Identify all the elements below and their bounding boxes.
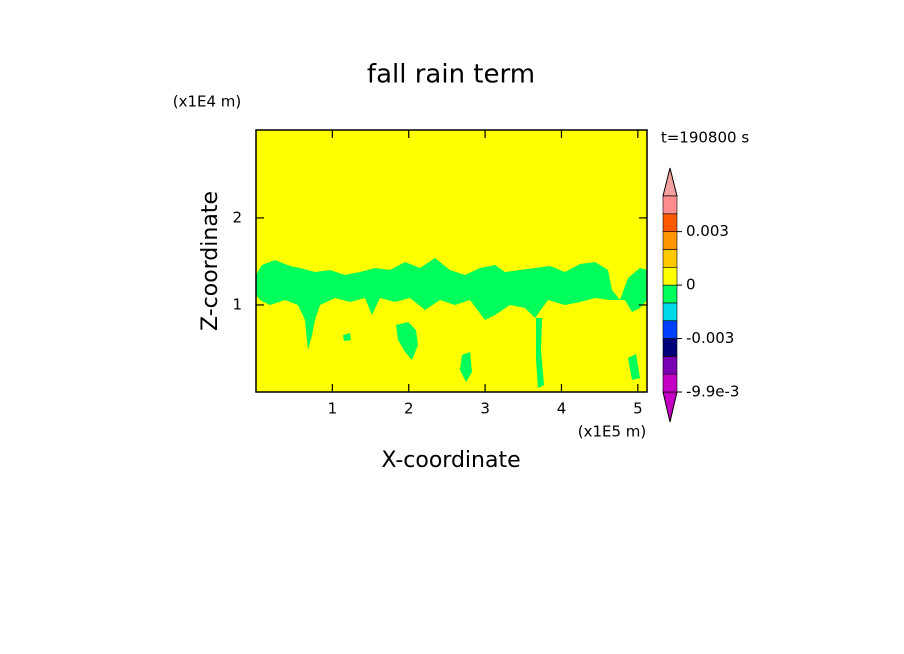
y-tick-label: 1 xyxy=(232,295,242,313)
colorbar-box xyxy=(662,231,678,250)
field-background xyxy=(256,130,647,392)
colorbar-box xyxy=(662,213,678,232)
green-patch xyxy=(460,352,472,382)
y-tick-label: 2 xyxy=(232,208,242,226)
green-patch xyxy=(396,322,418,360)
plot-frame xyxy=(255,129,648,393)
colorbar-label: -0.003 xyxy=(686,329,734,347)
x-tick-label: 1 xyxy=(328,400,338,418)
colorbar-box xyxy=(662,249,678,268)
colorbar-label: 0.003 xyxy=(686,222,729,240)
colorbar-label: -9.9e-3 xyxy=(686,383,739,401)
colorbar-box xyxy=(662,195,678,215)
time-label: t=190800 s xyxy=(661,129,749,147)
field xyxy=(255,129,648,393)
x-axis-label: X-coordinate xyxy=(381,448,520,473)
colorbar-box xyxy=(662,302,678,322)
colorbar-box xyxy=(662,338,678,357)
x-tick-label: 5 xyxy=(633,400,643,418)
y-axis-label: Z-coordinate xyxy=(198,191,223,331)
green-patch xyxy=(628,354,640,380)
y-unit: (x1E4 m) xyxy=(173,93,242,111)
colorbar-box xyxy=(662,320,678,339)
colorbar-box xyxy=(662,284,678,304)
x-tick-label: 2 xyxy=(404,400,414,418)
x-tick-label: 4 xyxy=(557,400,567,418)
x-tick-label: 3 xyxy=(480,400,490,418)
field-anomaly xyxy=(256,258,647,388)
green-patch xyxy=(536,318,544,388)
colorbar-label: 0 xyxy=(686,276,696,294)
colorbar-box xyxy=(662,356,678,375)
x-unit: (x1E5 m) xyxy=(578,423,647,441)
colorbar-box xyxy=(662,373,678,393)
green-patch xyxy=(343,333,351,341)
colorbar-box xyxy=(662,266,678,286)
chart-title: fall rain term xyxy=(367,60,535,90)
green-band xyxy=(256,258,647,350)
